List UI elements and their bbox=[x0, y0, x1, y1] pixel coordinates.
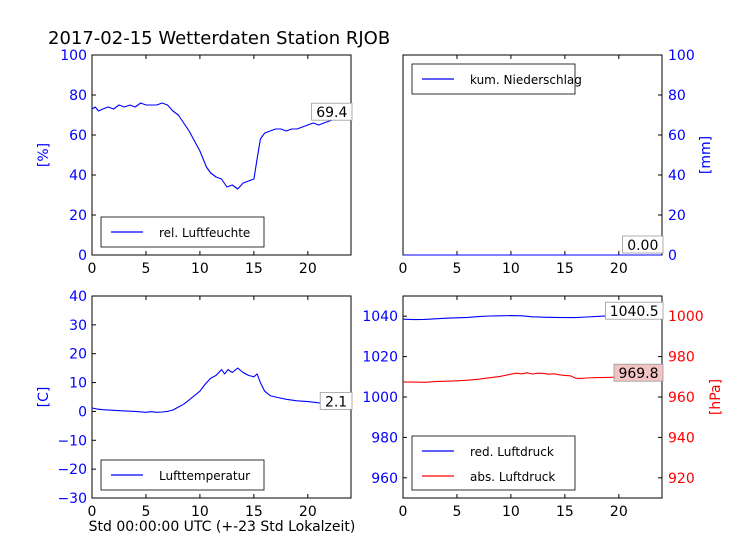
precipitation-x-tick-label: 10 bbox=[502, 261, 520, 277]
temperature-x-tick-label: 5 bbox=[141, 504, 150, 520]
precipitation-legend-label-0: kum. Niederschlag bbox=[470, 73, 582, 87]
pressure-x-tick-label: 5 bbox=[452, 504, 461, 520]
figure-title: 2017-02-15 Wetterdaten Station RJOB bbox=[48, 28, 390, 49]
humidity-y-axis-label: [%] bbox=[36, 143, 52, 167]
precipitation-annotation-box-0 bbox=[622, 235, 664, 254]
pressure-right-y-tick-label: 940 bbox=[668, 430, 695, 446]
temperature-series-line-0 bbox=[91, 367, 352, 413]
precipitation-panel: 0 5 10 15 20 0 20 40 60 80 100 [mm] 0.00 kum. Nieders… bbox=[399, 48, 714, 277]
temperature-y-tick-label: 10 bbox=[69, 376, 87, 392]
temperature-y-tick-label: 20 bbox=[69, 347, 87, 363]
temperature-legend-label-0: Lufttemperatur bbox=[159, 469, 250, 483]
pressure-y-tick-label: 960 bbox=[371, 471, 398, 487]
humidity-x-tick-label: 10 bbox=[191, 261, 209, 277]
precipitation-annotation-0: 0.00 bbox=[627, 238, 658, 254]
precipitation-x-tick-label: 5 bbox=[452, 261, 461, 277]
humidity-y-tick-label: 60 bbox=[69, 128, 87, 144]
x-axis-label: Std 00:00:00 UTC (+-23 Std Lokalzeit) bbox=[89, 519, 356, 535]
humidity-y-tick-label: 80 bbox=[69, 88, 87, 104]
pressure-legend-label-1: abs. Luftdruck bbox=[470, 470, 555, 484]
temperature-x-tick-label: 20 bbox=[299, 504, 317, 520]
pressure-annotation-1: 969.8 bbox=[618, 366, 658, 382]
temperature-panel: 0 5 10 15 20 −30 −20 −10 0 10 20 30 40 [C] 2.1 Lufttemp… bbox=[36, 289, 353, 520]
humidity-x-tick-label: 5 bbox=[141, 261, 150, 277]
pressure-y-tick-label: 1020 bbox=[362, 350, 398, 366]
pressure-y-tick-label: 1040 bbox=[362, 309, 398, 325]
precipitation-legend-box bbox=[411, 63, 576, 95]
temperature-x-tick-label: 15 bbox=[245, 504, 263, 520]
humidity-x-tick-label: 0 bbox=[88, 261, 97, 277]
pressure-annotation-0: 1040.5 bbox=[610, 304, 659, 320]
humidity-annotation-0: 69.4 bbox=[316, 105, 347, 121]
temperature-x-tick-label: 0 bbox=[88, 504, 97, 520]
temperature-y-tick-label: −10 bbox=[57, 433, 87, 449]
pressure-y-tick-label: 1000 bbox=[362, 390, 398, 406]
precipitation-right-y-tick-label: 40 bbox=[668, 168, 686, 184]
humidity-x-tick-label: 15 bbox=[245, 261, 263, 277]
temperature-annotation-box-0 bbox=[319, 391, 353, 410]
pressure-right-y-tick-label: 1000 bbox=[668, 309, 704, 325]
pressure-x-tick-label: 15 bbox=[556, 504, 574, 520]
humidity-y-tick-label: 0 bbox=[78, 248, 87, 264]
precipitation-x-tick-label: 20 bbox=[610, 261, 628, 277]
temperature-y-tick-label: −20 bbox=[57, 462, 87, 478]
pressure-right-y-tick-label: 960 bbox=[668, 390, 695, 406]
pressure-x-tick-label: 20 bbox=[610, 504, 628, 520]
pressure-legend-label-0: red. Luftdruck bbox=[470, 445, 554, 459]
precipitation-y-axis-label: [mm] bbox=[698, 136, 714, 174]
pressure-panel: 0 5 10 15 20 960 980 1000 1020 1040 920 940 960 980 10… bbox=[362, 295, 724, 520]
humidity-y-tick-label: 100 bbox=[60, 48, 87, 64]
precipitation-x-tick-label: 0 bbox=[399, 261, 408, 277]
humidity-y-tick-label: 40 bbox=[69, 168, 87, 184]
pressure-right-y-tick-label: 920 bbox=[668, 471, 695, 487]
pressure-right-y-tick-label: 980 bbox=[668, 350, 695, 366]
humidity-legend-label-0: rel. Luftfeuchte bbox=[159, 226, 250, 240]
pressure-y-axis-label: [hPa] bbox=[708, 379, 724, 415]
humidity-x-tick-label: 20 bbox=[299, 261, 317, 277]
pressure-legend-box bbox=[411, 435, 576, 491]
humidity-series-line-0 bbox=[91, 102, 352, 190]
temperature-annotation-0: 2.1 bbox=[325, 394, 347, 410]
precipitation-x-tick-label: 15 bbox=[556, 261, 574, 277]
humidity-y-tick-label: 20 bbox=[69, 208, 87, 224]
pressure-annotation-box-0 bbox=[605, 301, 664, 320]
precipitation-right-y-tick-label: 80 bbox=[668, 88, 686, 104]
humidity-plot-frame bbox=[91, 54, 352, 256]
temperature-y-tick-label: 0 bbox=[78, 404, 87, 420]
precipitation-right-y-tick-label: 100 bbox=[668, 48, 695, 64]
temperature-y-tick-label: −30 bbox=[57, 491, 87, 507]
precipitation-right-y-tick-label: 0 bbox=[668, 248, 677, 264]
pressure-x-tick-label: 0 bbox=[399, 504, 408, 520]
humidity-legend-box bbox=[100, 216, 265, 248]
pressure-annotation-box-1 bbox=[613, 363, 664, 382]
temperature-y-axis-label: [C] bbox=[36, 387, 52, 408]
pressure-y-tick-label: 980 bbox=[371, 430, 398, 446]
pressure-series-line-1 bbox=[402, 372, 662, 383]
pressure-x-tick-label: 10 bbox=[502, 504, 520, 520]
temperature-x-tick-label: 10 bbox=[191, 504, 209, 520]
humidity-annotation-box-0 bbox=[311, 102, 353, 121]
precipitation-right-y-tick-label: 20 bbox=[668, 208, 686, 224]
precipitation-right-y-tick-label: 60 bbox=[668, 128, 686, 144]
temperature-y-tick-label: 40 bbox=[69, 289, 87, 305]
temperature-y-tick-label: 30 bbox=[69, 318, 87, 334]
humidity-panel: 0 5 10 15 20 0 20 40 60 80 100 [%] 69.4 rel. Luftfeuc… bbox=[36, 48, 353, 277]
